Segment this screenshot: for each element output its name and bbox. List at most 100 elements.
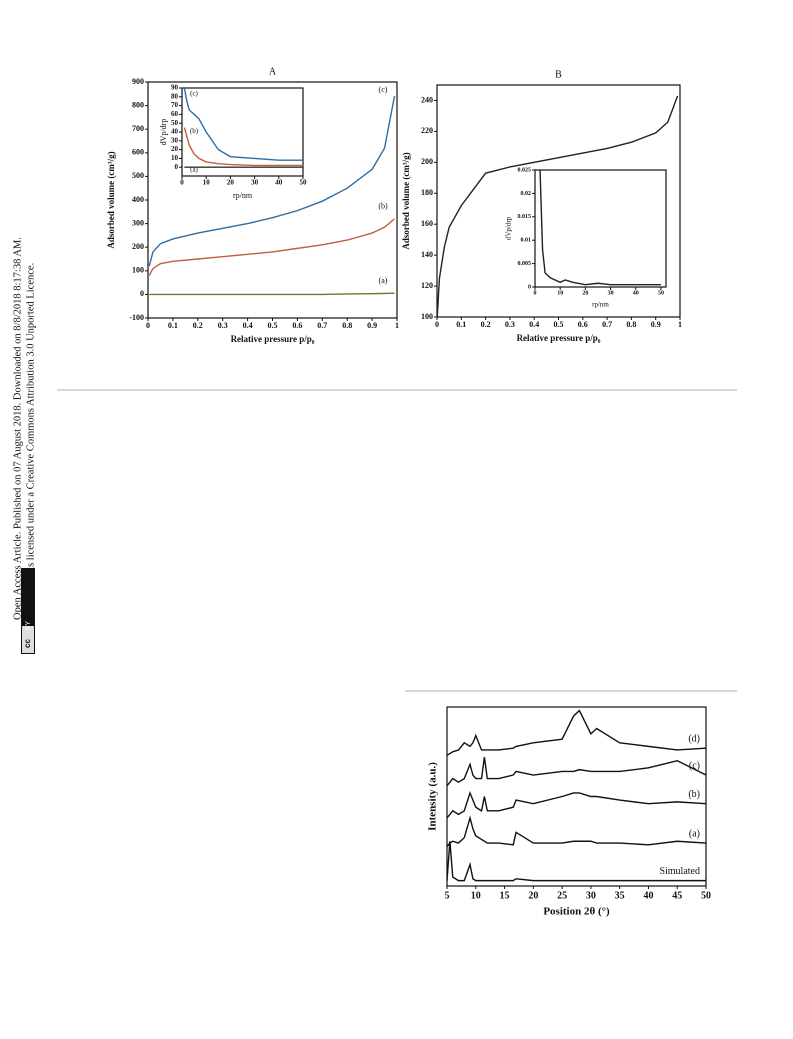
x-tick-label: 0.5 bbox=[554, 320, 564, 329]
series-label: (b) bbox=[688, 789, 700, 800]
y-tick-label: 240 bbox=[421, 95, 433, 104]
x-axis-label: rp/nm bbox=[233, 191, 253, 200]
x-tick-label: 10 bbox=[471, 890, 481, 901]
data-line bbox=[149, 292, 395, 296]
data-line bbox=[446, 709, 707, 756]
y-axis-label: Adsorbed volume (cm³/g) bbox=[401, 152, 411, 249]
y-tick-label: 30 bbox=[171, 136, 179, 144]
series-label: (b) bbox=[378, 202, 388, 211]
series-label: (a) bbox=[689, 828, 700, 839]
x-tick-label: 0.1 bbox=[168, 321, 178, 330]
y-tick-label: -100 bbox=[129, 313, 144, 322]
y-tick-label: 0.01 bbox=[521, 238, 532, 244]
y-tick-label: 70 bbox=[171, 101, 179, 109]
y-tick-label: 50 bbox=[171, 119, 179, 127]
data-line bbox=[446, 815, 707, 848]
x-tick-label: 35 bbox=[615, 890, 625, 901]
y-tick-label: 300 bbox=[132, 218, 144, 227]
chart-title: B bbox=[555, 69, 562, 80]
x-tick-label: 0.6 bbox=[292, 321, 302, 330]
x-tick-label: 40 bbox=[633, 290, 639, 296]
x-tick-label: 0.2 bbox=[481, 320, 491, 329]
plot-frame bbox=[181, 87, 304, 177]
y-tick-label: 60 bbox=[171, 110, 179, 118]
y-tick-label: 220 bbox=[421, 126, 433, 135]
data-line bbox=[183, 87, 303, 161]
x-tick-label: 10 bbox=[557, 290, 563, 296]
y-tick-label: 0 bbox=[140, 289, 144, 298]
series-label: (a) bbox=[190, 166, 198, 174]
x-tick-label: 0.7 bbox=[317, 321, 327, 330]
x-tick-label: 15 bbox=[500, 890, 510, 901]
sidebar-line: Open Access Article. Published on 07 Aug… bbox=[12, 237, 23, 620]
by-label: BY bbox=[25, 621, 32, 631]
sidebar-line: This article is licensed under a Creativ… bbox=[25, 263, 36, 620]
series-label: (b) bbox=[190, 127, 199, 135]
x-tick-label: 5 bbox=[445, 890, 450, 901]
plot-frame bbox=[446, 706, 707, 887]
x-tick-label: 1 bbox=[395, 321, 399, 330]
plot-frame bbox=[534, 169, 667, 288]
x-tick-label: 10 bbox=[203, 179, 211, 187]
x-tick-label: 1 bbox=[678, 320, 682, 329]
data-line bbox=[539, 169, 661, 286]
x-tick-label: 50 bbox=[300, 179, 308, 187]
y-tick-label: 600 bbox=[132, 148, 144, 157]
y-tick-label: 100 bbox=[421, 312, 433, 321]
x-tick-label: 30 bbox=[251, 179, 259, 187]
y-tick-label: 180 bbox=[421, 188, 433, 197]
y-axis-label: dVp/drp bbox=[159, 119, 168, 146]
x-tick-label: 0 bbox=[534, 290, 537, 296]
data-line bbox=[446, 841, 706, 882]
x-tick-label: 20 bbox=[582, 290, 588, 296]
data-line bbox=[446, 757, 707, 787]
y-tick-label: 10 bbox=[171, 154, 179, 162]
y-tick-label: 0 bbox=[175, 163, 179, 171]
y-axis-label: dVp/drp bbox=[505, 216, 513, 240]
series-label: (d) bbox=[688, 733, 700, 744]
x-tick-label: 20 bbox=[528, 890, 538, 901]
y-tick-label: 80 bbox=[171, 92, 179, 100]
x-axis-label: Position 2θ (°) bbox=[543, 906, 610, 918]
x-tick-label: 0.8 bbox=[626, 320, 636, 329]
x-tick-label: 0.9 bbox=[651, 320, 661, 329]
chart-title: A bbox=[269, 66, 277, 77]
x-axis-label: rp/nm bbox=[592, 301, 609, 309]
y-tick-label: 0.025 bbox=[518, 167, 532, 173]
data-line bbox=[183, 127, 303, 167]
y-tick-label: 700 bbox=[132, 124, 144, 133]
y-tick-label: 90 bbox=[171, 84, 179, 92]
x-tick-label: 0.1 bbox=[456, 320, 466, 329]
y-tick-label: 400 bbox=[132, 195, 144, 204]
y-tick-label: 40 bbox=[171, 128, 179, 136]
x-tick-label: 0.8 bbox=[342, 321, 352, 330]
y-tick-label: 900 bbox=[132, 77, 144, 86]
x-tick-label: 0.3 bbox=[505, 320, 515, 329]
series-label: (c) bbox=[379, 85, 388, 94]
y-axis-label: Adsorbed volume (cm³/g) bbox=[106, 151, 116, 248]
x-tick-label: 40 bbox=[643, 890, 653, 901]
x-axis-label: Relative pressure p/p₀ bbox=[231, 334, 315, 344]
series-label: (c) bbox=[190, 90, 198, 98]
data-line bbox=[148, 96, 396, 267]
series-label: Simulated bbox=[659, 866, 700, 877]
x-tick-label: 0 bbox=[180, 179, 184, 187]
cc-label: cc bbox=[23, 639, 32, 648]
y-tick-label: 0 bbox=[528, 284, 531, 290]
x-tick-label: 0.6 bbox=[578, 320, 588, 329]
x-tick-label: 0.9 bbox=[367, 321, 377, 330]
y-tick-label: 0.005 bbox=[518, 261, 532, 267]
y-tick-label: 120 bbox=[421, 281, 433, 290]
data-line bbox=[148, 218, 395, 276]
series-label: (a) bbox=[379, 276, 388, 285]
y-tick-label: 800 bbox=[132, 100, 144, 109]
cc-badge-box bbox=[22, 626, 34, 653]
y-tick-label: 200 bbox=[132, 242, 144, 251]
x-tick-label: 40 bbox=[275, 179, 283, 187]
x-tick-label: 0.3 bbox=[218, 321, 228, 330]
x-axis-label: Relative pressure p/p₀ bbox=[517, 333, 601, 343]
y-tick-label: 20 bbox=[171, 145, 179, 153]
y-tick-label: 0.02 bbox=[521, 191, 532, 197]
series-label: (c) bbox=[689, 760, 700, 771]
